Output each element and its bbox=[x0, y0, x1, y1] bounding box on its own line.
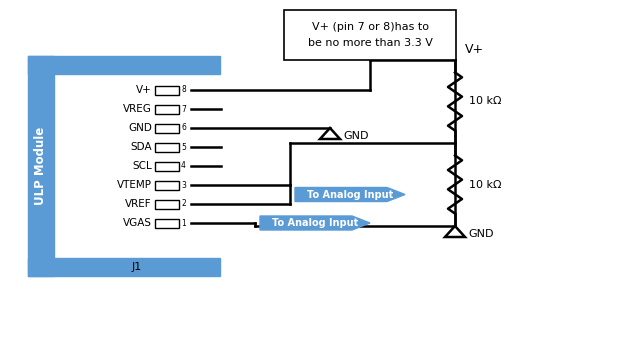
Bar bbox=[284, 10, 456, 60]
Text: GND: GND bbox=[468, 229, 494, 239]
Text: VTEMP: VTEMP bbox=[117, 180, 152, 190]
Bar bbox=[28, 258, 220, 276]
Polygon shape bbox=[445, 226, 465, 237]
Text: 6: 6 bbox=[181, 124, 186, 133]
Bar bbox=[155, 219, 179, 228]
Text: V+: V+ bbox=[136, 85, 152, 95]
Text: V+ (pin 7 or 8)has to
be no more than 3.3 V: V+ (pin 7 or 8)has to be no more than 3.… bbox=[308, 22, 432, 48]
Text: 1: 1 bbox=[181, 219, 186, 228]
Text: 7: 7 bbox=[181, 104, 186, 113]
Text: 5: 5 bbox=[181, 142, 186, 151]
Text: To Analog Input: To Analog Input bbox=[272, 218, 358, 228]
Bar bbox=[155, 86, 179, 95]
Text: 10 kΩ: 10 kΩ bbox=[469, 96, 502, 106]
Text: ULP Module: ULP Module bbox=[34, 127, 47, 205]
Bar bbox=[28, 56, 220, 74]
Text: VREF: VREF bbox=[125, 199, 152, 209]
Text: GND: GND bbox=[128, 123, 152, 133]
Text: SCL: SCL bbox=[132, 161, 152, 171]
Text: GND: GND bbox=[343, 131, 369, 141]
Text: SDA: SDA bbox=[130, 142, 152, 152]
Polygon shape bbox=[320, 128, 340, 139]
Text: 2: 2 bbox=[181, 199, 186, 208]
Text: VGAS: VGAS bbox=[123, 218, 152, 228]
Bar bbox=[155, 124, 179, 133]
Bar bbox=[155, 161, 179, 171]
Bar bbox=[54, 74, 220, 258]
Text: 4: 4 bbox=[181, 161, 186, 171]
Text: J1: J1 bbox=[132, 262, 142, 272]
FancyArrow shape bbox=[260, 216, 370, 230]
FancyArrow shape bbox=[295, 188, 405, 201]
Text: To Analog Input: To Analog Input bbox=[307, 190, 393, 199]
Text: 3: 3 bbox=[181, 181, 186, 190]
Bar bbox=[28, 56, 54, 276]
Text: 8: 8 bbox=[181, 86, 186, 95]
Bar bbox=[155, 181, 179, 190]
Bar bbox=[155, 199, 179, 208]
Text: V+: V+ bbox=[465, 43, 484, 56]
Bar bbox=[155, 142, 179, 151]
Bar bbox=[155, 104, 179, 113]
Text: 10 kΩ: 10 kΩ bbox=[469, 180, 502, 190]
Text: VREG: VREG bbox=[123, 104, 152, 114]
